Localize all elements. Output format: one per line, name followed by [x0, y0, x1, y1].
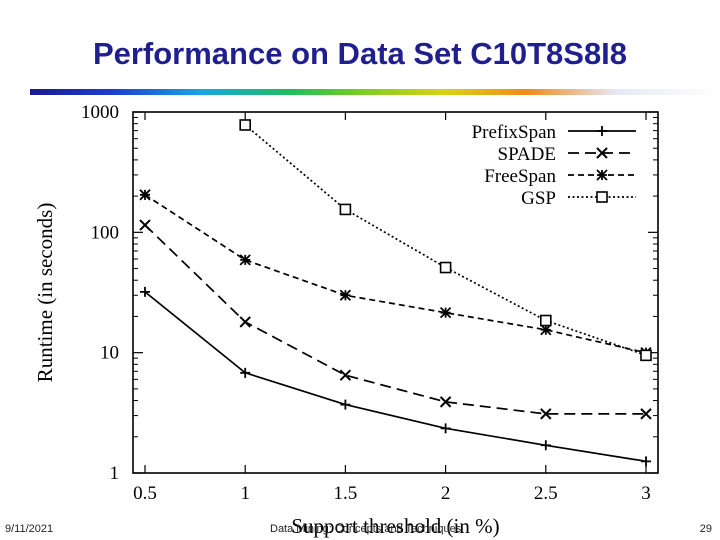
data-point-gsp: [239, 119, 251, 131]
plot-frame: [132, 111, 659, 474]
series-line-spade: [144, 224, 646, 415]
data-point-freespan: [139, 189, 151, 201]
y-tick-label: 1: [110, 463, 120, 484]
data-point-spade: [439, 396, 452, 408]
data-point-gsp: [339, 203, 352, 216]
x-tick-label: 1.5: [334, 483, 358, 504]
series-line-prefixspan: [144, 291, 647, 463]
data-point-gsp: [640, 349, 652, 362]
y-tick-label: 100: [91, 222, 120, 243]
y-tick-label: 10: [100, 343, 119, 364]
legend-marker-prefixspan: [597, 126, 607, 136]
data-point-freespan: [339, 289, 352, 301]
data-point-prefixspan: [340, 399, 351, 410]
data-point-gsp: [439, 261, 452, 274]
data-point-spade: [239, 316, 251, 328]
data-point-freespan: [439, 307, 452, 319]
series-line-gsp: [244, 124, 647, 357]
slide-title: Performance on Data Set C10T8S8I8: [92, 36, 628, 71]
footer-date: 9/11/2021: [5, 523, 54, 535]
data-point-freespan: [239, 254, 251, 266]
page-number: 29: [699, 523, 712, 535]
legend-label-gsp: GSP: [521, 188, 556, 209]
runtime-chart: 0.5 1 1.5 2 2.5 3 1 10 100 1000 Support threshold …: [33, 102, 659, 538]
legend-label-prefixspan: PrefixSpan: [472, 122, 557, 143]
data-point-gsp: [539, 314, 552, 327]
legend-marker-spade: [596, 147, 608, 159]
data-point-freespan: [540, 324, 552, 336]
data-point-prefixspan: [140, 286, 150, 297]
data-point-spade: [339, 369, 352, 381]
legend-label-freespan: FreeSpan: [484, 166, 556, 187]
data-point-spade: [640, 408, 652, 420]
data-point-spade: [139, 219, 151, 231]
y-tick-label: 1000: [81, 102, 119, 123]
x-tick-label: 3: [641, 483, 651, 504]
legend-label-spade: SPADE: [498, 144, 556, 165]
legend-marker-freespan: [596, 169, 608, 181]
data-point-spade: [540, 408, 552, 420]
x-tick-label: 2: [441, 483, 451, 504]
footer-title: Data Mining: Concepts and Techniques: [270, 523, 462, 535]
x-axis-label: Support threshold (in %): [291, 514, 499, 538]
data-point-prefixspan: [440, 423, 451, 434]
data-point-prefixspan: [641, 456, 651, 467]
x-tick-label: 2.5: [534, 483, 558, 504]
series-line-freespan: [144, 194, 647, 354]
data-point-prefixspan: [540, 440, 551, 451]
title-underline-bar: [30, 89, 720, 95]
legend-marker-gsp: [596, 191, 608, 203]
x-tick-label: 0.5: [133, 483, 157, 504]
data-point-prefixspan: [240, 367, 251, 378]
x-tick-label: 1: [240, 483, 250, 504]
y-axis-label: Runtime (in seconds): [33, 203, 57, 383]
